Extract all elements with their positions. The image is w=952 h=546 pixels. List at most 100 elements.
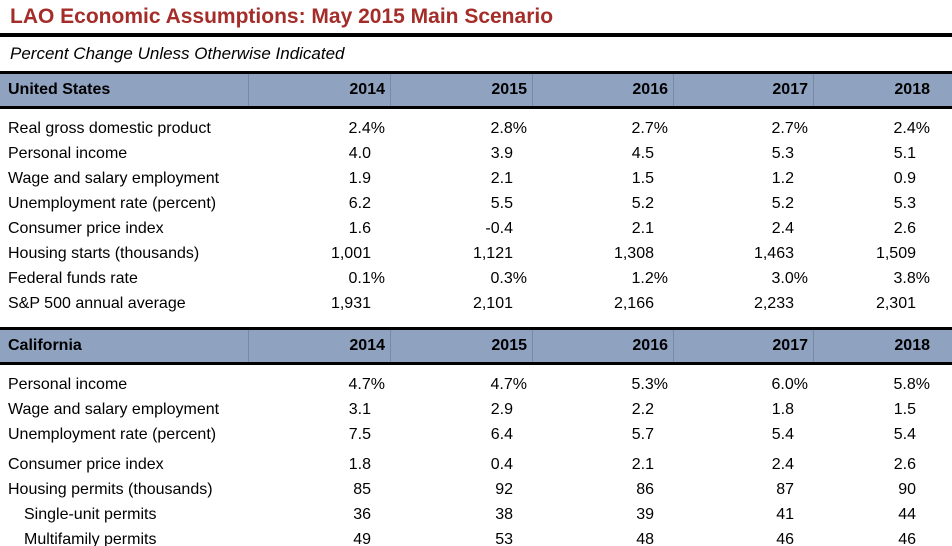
cell-value: 2.6 [893,456,916,473]
cell-2016: 5.2 [532,191,673,216]
cell-value: 3.0% [771,270,808,287]
table-row: Unemployment rate (percent) 7.5 6.4 5.7 5.4 5… [0,422,952,447]
cell-value: 2,301 [875,295,916,312]
section-title: United States [8,81,111,98]
cell-value: 86 [636,481,654,498]
cell-value: 3.1 [348,401,371,418]
assumptions-table: United States 2014 2015 2016 2017 2018 Real gr… [0,71,952,546]
cell-2016: 39 [532,502,673,527]
cell-value: 46 [898,531,916,546]
cell-2015: 38 [390,502,532,527]
cell-2016: 2,166 [532,291,673,316]
year-column-header: 2015 [390,330,532,362]
cell-value: 6.2 [348,195,371,212]
cell-2018: 2,301 [813,291,952,316]
title-divider-rule [0,33,952,37]
cell-2017: 5.3 [673,141,813,166]
cell-2015: 2.1 [390,166,532,191]
cell-value: 5.2 [771,195,794,212]
cell-2018: 0.9 [813,166,952,191]
cell-value: 2.4% [348,120,385,137]
cell-2014: 7.5 [248,422,390,447]
cell-2016: 1,308 [532,241,673,266]
table-row: Personal income 4.7% 4.7% 5.3% 6.0% 5.8% [0,372,952,397]
cell-value: 5.5 [490,195,513,212]
section-rows: Personal income 4.7% 4.7% 5.3% 6.0% 5.8% Wage … [0,365,952,546]
cell-value: 90 [898,481,916,498]
cell-value: 5.3 [893,195,916,212]
cell-value: 3.9 [490,145,513,162]
cell-2018: 5.1 [813,141,952,166]
cell-value: 5.3 [771,145,794,162]
cell-value: 2.7% [771,120,808,137]
cell-value: 53 [495,531,513,546]
cell-2015: 53 [390,527,532,546]
cell-2014: 3.1 [248,397,390,422]
row-label: Federal funds rate [8,270,138,287]
table-row: S&P 500 annual average 1,931 2,101 2,166 2,2… [0,291,952,316]
cell-2016: 48 [532,527,673,546]
cell-value: 4.7% [348,376,385,393]
cell-2017: 6.0% [673,372,813,397]
cell-2015: 0.3% [390,266,532,291]
cell-value: 1.8 [348,456,371,473]
cell-value: 85 [353,481,371,498]
cell-2014: 0.1% [248,266,390,291]
cell-value: 2.1 [631,456,654,473]
section-rows: Real gross domestic product 2.4% 2.8% 2.7% 2… [0,109,952,316]
cell-2016: 2.7% [532,116,673,141]
cell-2015: 1,121 [390,241,532,266]
row-label: S&P 500 annual average [8,295,186,312]
cell-value: 1,463 [753,245,794,262]
cell-value: 2.1 [490,170,513,187]
row-label: Consumer price index [8,220,164,237]
cell-value: 5.4 [771,426,794,443]
cell-value: 38 [495,506,513,523]
table-subtitle: Percent Change Unless Otherwise Indicate… [10,44,345,63]
cell-value: 3.8% [893,270,930,287]
cell-value: 5.1 [893,145,916,162]
cell-value: 49 [353,531,371,546]
row-label: Multifamily permits [24,531,157,546]
cell-2016: 5.7 [532,422,673,447]
cell-2018: 5.3 [813,191,952,216]
cell-2018: 5.4 [813,422,952,447]
cell-value: 2,233 [753,295,794,312]
cell-2014: 1,931 [248,291,390,316]
cell-2014: 49 [248,527,390,546]
table-row: Housing permits (thousands) 85 92 86 87 90 [0,477,952,502]
section-header-united-states: United States 2014 2015 2016 2017 2018 [0,71,952,109]
table-row: Real gross domestic product 2.4% 2.8% 2.7% 2… [0,116,952,141]
section-header-california: California 2014 2015 2016 2017 2018 [0,327,952,365]
cell-value: 1.9 [348,170,371,187]
table-row: Multifamily permits 49 53 48 46 46 [0,527,952,546]
cell-value: 2,166 [613,295,654,312]
page-title: LAO Economic Assumptions: May 2015 Main … [10,5,554,28]
cell-2016: 2.2 [532,397,673,422]
cell-2017: 3.0% [673,266,813,291]
cell-2018: 2.6 [813,216,952,241]
cell-value: 2.7% [631,120,668,137]
cell-2017: 1.2 [673,166,813,191]
cell-2015: 2.9 [390,397,532,422]
cell-value: 92 [495,481,513,498]
cell-value: 1.5 [893,401,916,418]
year-column-header: 2015 [390,74,532,106]
row-label: Housing permits (thousands) [8,481,213,498]
cell-2015: 6.4 [390,422,532,447]
cell-2014: 36 [248,502,390,527]
row-label: Real gross domestic product [8,120,211,137]
cell-value: 6.4 [490,426,513,443]
cell-2018: 1.5 [813,397,952,422]
cell-2016: 86 [532,477,673,502]
cell-value: 1,001 [330,245,371,262]
cell-2018: 2.4% [813,116,952,141]
cell-value: 1,121 [472,245,513,262]
row-label: Wage and salary employment [8,401,220,418]
row-label: Unemployment rate (percent) [8,426,217,443]
cell-value: 0.3% [490,270,527,287]
cell-2014: 1.9 [248,166,390,191]
cell-2017: 2.7% [673,116,813,141]
cell-2018: 3.8% [813,266,952,291]
